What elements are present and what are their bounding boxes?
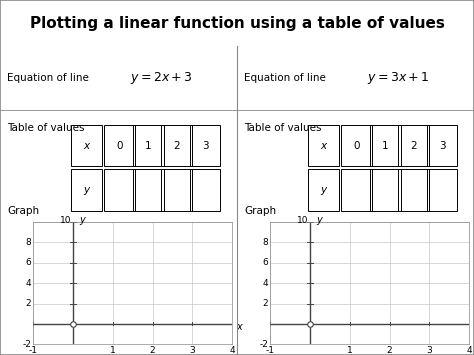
Bar [308,125,339,166]
Text: 3: 3 [202,141,208,151]
Text: Equation of line: Equation of line [244,73,326,83]
Bar [398,125,429,166]
Text: Graph: Graph [7,206,39,216]
Text: -1: -1 [266,346,274,355]
Bar [104,169,135,211]
Text: Graph: Graph [244,206,276,216]
Text: 4: 4 [229,346,235,355]
Text: x: x [320,141,327,151]
Text: 4: 4 [26,279,31,288]
Text: 6: 6 [26,258,31,267]
Bar [398,169,429,211]
Text: Table of values: Table of values [7,123,85,133]
Text: 0: 0 [117,141,123,151]
Bar [190,169,220,211]
Text: 3: 3 [190,346,195,355]
Bar [161,169,192,211]
Text: Table of values: Table of values [244,123,322,133]
Text: 1: 1 [110,346,116,355]
Text: 2: 2 [263,299,268,308]
Text: 2: 2 [150,346,155,355]
Bar [370,125,401,166]
Bar [190,125,220,166]
Text: 2: 2 [387,346,392,355]
Bar [133,169,164,211]
Bar [427,125,457,166]
Text: -2: -2 [259,340,268,349]
Text: 3: 3 [427,346,432,355]
Text: 4: 4 [263,279,268,288]
Bar [341,125,372,166]
Text: 1: 1 [382,141,388,151]
Text: -2: -2 [22,340,31,349]
Text: x: x [473,322,474,332]
Text: 2: 2 [173,141,180,151]
Text: 0: 0 [354,141,360,151]
Text: x: x [83,141,90,151]
Bar [133,125,164,166]
Text: 2: 2 [26,299,31,308]
Bar [161,125,192,166]
Text: 1: 1 [145,141,151,151]
Text: 10: 10 [297,216,308,225]
Text: Plotting a linear function using a table of values: Plotting a linear function using a table… [29,16,445,31]
Text: $y = 2x + 3$: $y = 2x + 3$ [130,70,192,86]
Bar [427,169,457,211]
Text: 8: 8 [26,238,31,247]
Text: $y = 3x + 1$: $y = 3x + 1$ [367,70,429,86]
Bar [71,169,102,211]
Text: 4: 4 [466,346,472,355]
Text: 2: 2 [410,141,417,151]
Text: y: y [320,185,327,195]
Text: 3: 3 [439,141,445,151]
Text: x: x [236,322,242,332]
Text: Equation of line: Equation of line [7,73,89,83]
Bar [104,125,135,166]
Text: -1: -1 [29,346,37,355]
Bar [308,169,339,211]
Text: 6: 6 [263,258,268,267]
Bar [71,125,102,166]
Bar [341,169,372,211]
Text: y: y [83,185,90,195]
Bar [370,169,401,211]
Text: y: y [316,215,322,225]
Text: 8: 8 [263,238,268,247]
Text: y: y [79,215,85,225]
Text: 1: 1 [347,346,353,355]
Text: 10: 10 [60,216,71,225]
